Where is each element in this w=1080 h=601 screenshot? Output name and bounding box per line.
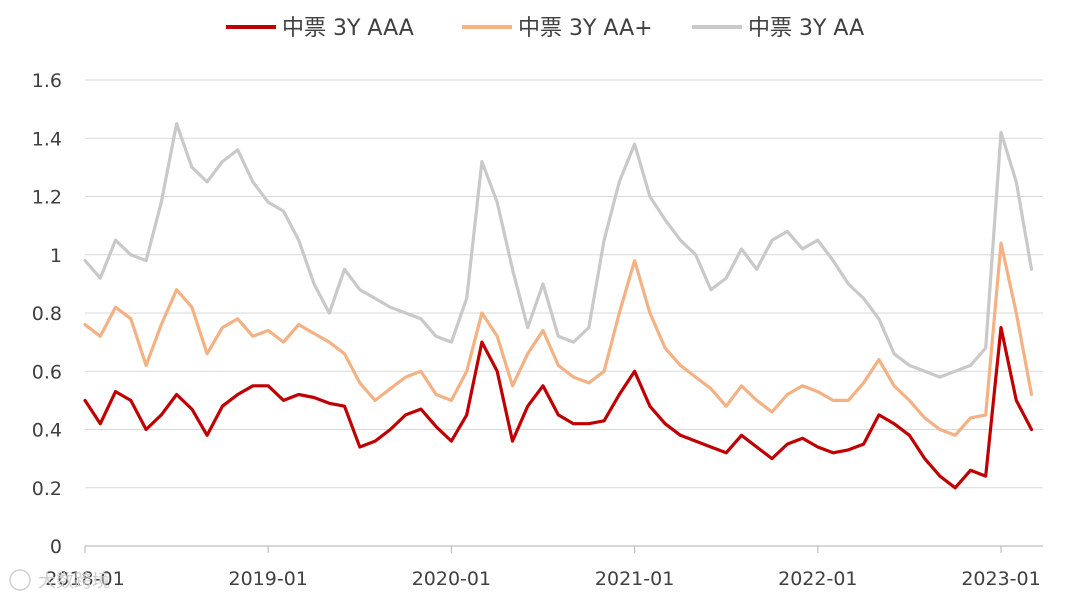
- y-tick-label: 1.2: [32, 187, 62, 209]
- y-tick-label: 0.2: [32, 478, 62, 500]
- legend-label: 中票 3Y AA+: [518, 16, 653, 41]
- x-tick-label: 2021-01: [595, 568, 674, 590]
- legend-label: 中票 3Y AA: [748, 16, 864, 41]
- y-tick-label: 1: [50, 245, 62, 267]
- legend: 中票 3Y AAA 中票 3Y AA+ 中票 3Y AA: [226, 16, 864, 41]
- x-tick-label: 2023-01: [961, 568, 1040, 590]
- gridlines: [85, 79, 1043, 547]
- y-tick-label: 1.4: [32, 128, 62, 150]
- x-axis-ticks: 2018-01 2019-01 2020-01 2021-01 2022-01 2023-…: [45, 546, 1041, 590]
- watermark: 大数跨境: [9, 569, 110, 592]
- watermark-text: 大数跨境: [38, 571, 110, 592]
- x-tick-label: 2020-01: [412, 568, 491, 590]
- y-axis-ticks: 0 0.2 0.4 0.6 0.8 1 1.2 1.4 1.6: [32, 70, 62, 558]
- y-tick-label: 1.6: [32, 70, 62, 92]
- x-tick-label: 2022-01: [778, 568, 857, 590]
- y-tick-label: 0: [50, 536, 62, 558]
- x-tick-label: 2019-01: [229, 568, 308, 590]
- series-lines: [83, 122, 1034, 490]
- series-line-0: [83, 326, 1034, 490]
- x-tick-label: 2018-01: [45, 568, 124, 590]
- series-line-2: [83, 122, 1034, 379]
- y-tick-label: 0.6: [32, 361, 62, 383]
- y-tick-label: 0.8: [32, 303, 62, 325]
- y-tick-label: 0.4: [32, 420, 62, 442]
- series-line-1: [83, 241, 1034, 437]
- watermark-logo-icon: [9, 569, 31, 591]
- legend-label: 中票 3Y AAA: [282, 16, 414, 41]
